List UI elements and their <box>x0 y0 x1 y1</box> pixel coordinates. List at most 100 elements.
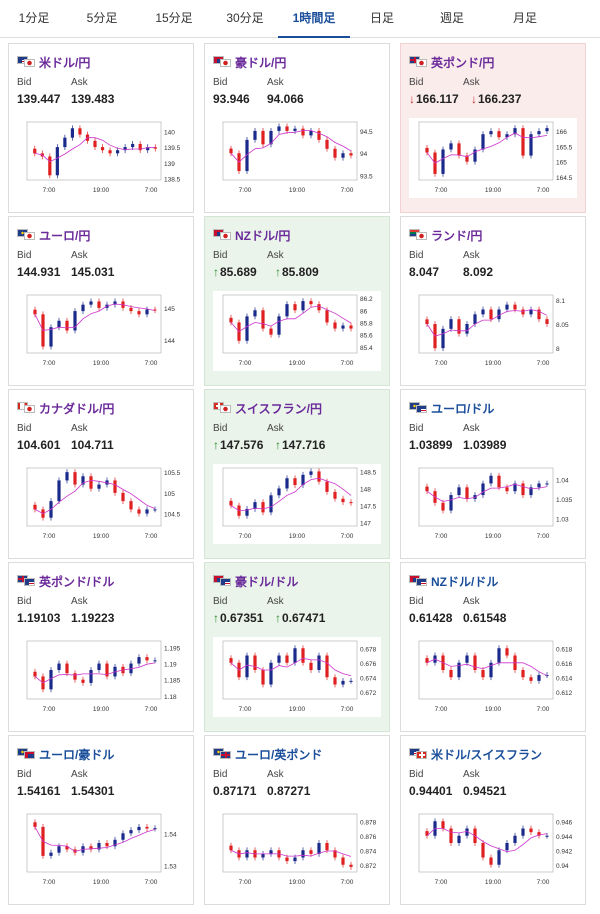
pair-name[interactable]: 豪ドル/ドル <box>235 575 299 589</box>
candle-body <box>73 311 77 331</box>
y-tick-label: 147 <box>360 521 371 528</box>
ask-label: Ask <box>71 250 88 261</box>
plot-frame <box>418 121 554 181</box>
y-tick-label: 86 <box>360 308 368 315</box>
tab-3[interactable]: 30分足 <box>226 11 264 25</box>
tab-6[interactable]: 週足 <box>439 11 464 25</box>
rate-card[interactable]: ランド/円 Bid Ask 8.047 8.092 8.1 8.05 8 7:00 19… <box>400 216 586 386</box>
pair-name[interactable]: ランド/円 <box>431 229 483 243</box>
bid-value: ↑85.689 <box>213 265 257 279</box>
pair-name[interactable]: ユーロ/英ポンド <box>235 748 323 762</box>
pair-name[interactable]: スイスフラン/円 <box>235 402 322 416</box>
up-arrow-icon: ↑ <box>213 265 219 279</box>
rate-card[interactable]: 米ドル/スイスフラン Bid Ask 0.94401 0.94521 0.946… <box>400 735 586 905</box>
moving-average-line <box>230 305 352 333</box>
pair-name[interactable]: 米ドル/スイスフラン <box>431 748 542 762</box>
candle-body <box>473 149 477 162</box>
pair-name[interactable]: カナダドル/円 <box>39 402 115 416</box>
x-tick-label: 7:00 <box>239 879 252 886</box>
rate-card[interactable]: NZドル/ドル Bid Ask 0.61428 0.61548 0.618 0.6… <box>400 562 586 732</box>
pair-name[interactable]: ユーロ/円 <box>39 229 91 243</box>
tab-2[interactable]: 15分足 <box>155 11 193 25</box>
tab-4[interactable]: 1時間足 <box>278 0 350 38</box>
tab-1[interactable]: 5分足 <box>86 11 118 25</box>
rate-card[interactable]: ユーロ/ドル Bid Ask 1.03899 1.03989 1.04 1.035… <box>400 389 586 559</box>
tab-0[interactable]: 1分足 <box>18 11 50 25</box>
candle-body <box>513 483 517 492</box>
bid-label: Bid <box>17 596 32 607</box>
rate-card[interactable]: 英ポンド/円 Bid Ask ↓166.117 ↓166.237 166 165.… <box>400 43 586 213</box>
bid-value: 1.54161 <box>17 784 61 798</box>
candle-body <box>425 486 429 492</box>
candle-body <box>277 488 281 496</box>
x-tick-label: 7:00 <box>145 187 158 194</box>
ask-value: 1.54301 <box>71 784 115 798</box>
candle-body <box>33 822 37 827</box>
y-tick-label: 138.5 <box>164 176 181 183</box>
candle-body <box>73 673 77 680</box>
x-tick-label: 7:00 <box>435 360 448 367</box>
plot-frame <box>26 294 162 354</box>
candle-body <box>33 504 37 510</box>
rate-card[interactable]: 英ポンド/ドル Bid Ask 1.19103 1.19223 1.195 1.1… <box>8 562 194 732</box>
flag-us-icon <box>416 578 427 586</box>
mini-chart: 0.678 0.676 0.674 0.672 7:00 19:00 7:00 <box>213 637 381 717</box>
candle-body <box>269 130 273 145</box>
x-tick-label: 7:00 <box>537 706 550 713</box>
pair-name[interactable]: 豪ドル/円 <box>235 56 287 70</box>
rate-card[interactable]: 豪ドル/ドル Bid Ask ↑0.67351 ↑0.67471 0.678 0.… <box>204 562 390 732</box>
rate-card[interactable]: カナダドル/円 Bid Ask 104.601 104.711 105.5 105… <box>8 389 194 559</box>
candle-body <box>325 310 329 323</box>
candle-body <box>465 324 469 334</box>
candle-body <box>349 153 353 156</box>
plot-frame <box>26 813 162 873</box>
plot-frame <box>222 294 358 354</box>
rate-card[interactable]: 豪ドル/円 Bid Ask 93.946 94.066 94.5 94 93.5 7:… <box>204 43 390 213</box>
candle-body <box>521 483 525 496</box>
candle-body <box>317 655 321 670</box>
rate-card[interactable]: NZドル/円 Bid Ask ↑85.689 ↑85.809 86.2 86 85.… <box>204 216 390 386</box>
ask-label: Ask <box>267 423 284 434</box>
mini-chart: 140 139.5 139 138.5 7:00 19:00 7:00 <box>17 118 185 198</box>
bid-label: Bid <box>409 423 424 434</box>
pair-name[interactable]: NZドル/ドル <box>431 575 499 589</box>
bid-value: 104.601 <box>17 438 61 452</box>
mini-chart: 0.618 0.616 0.614 0.612 7:00 19:00 7:00 <box>409 637 577 717</box>
bid-value: 8.047 <box>409 265 440 279</box>
pair-name[interactable]: 英ポンド/ドル <box>39 575 115 589</box>
x-tick-label: 7:00 <box>239 187 252 194</box>
bid-label: Bid <box>409 250 424 261</box>
candle-body <box>449 319 453 329</box>
bid-value: 1.03899 <box>409 438 453 452</box>
candle-body <box>100 147 105 151</box>
candle-body <box>48 156 52 176</box>
pair-name[interactable]: ユーロ/豪ドル <box>39 748 115 762</box>
candle-body <box>97 301 101 308</box>
pair-name[interactable]: 米ドル/円 <box>39 56 91 70</box>
rate-card[interactable]: 米ドル/円 Bid Ask 139.447 139.483 140 139.5 13… <box>8 43 194 213</box>
candle-body <box>521 309 525 315</box>
candle-body <box>145 826 149 829</box>
candle-body <box>449 495 453 511</box>
candle-body <box>505 487 509 492</box>
tab-7[interactable]: 月足 <box>512 11 537 25</box>
y-tick-label: 0.618 <box>556 646 573 653</box>
tab-5[interactable]: 日足 <box>369 11 394 25</box>
flag-jp-icon <box>24 59 35 67</box>
candle-body <box>89 670 93 683</box>
candle-body <box>425 319 429 324</box>
y-tick-label: 0.616 <box>556 661 573 668</box>
pair-name[interactable]: NZドル/円 <box>235 229 291 243</box>
candle-body <box>457 319 461 334</box>
bid-label: Bid <box>17 250 32 261</box>
rate-card[interactable]: ユーロ/英ポンド Bid Ask 0.87171 0.87271 0.878 0.… <box>204 735 390 905</box>
rate-card[interactable]: スイスフラン/円 Bid Ask ↑147.576 ↑147.716 148.5… <box>204 389 390 559</box>
y-tick-label: 139 <box>164 161 175 168</box>
rate-card[interactable]: ユーロ/豪ドル Bid Ask 1.54161 1.54301 1.54 1.53… <box>8 735 194 905</box>
x-tick-label: 19:00 <box>93 706 110 713</box>
y-tick-label: 0.94 <box>556 863 569 870</box>
rate-card[interactable]: ユーロ/円 Bid Ask 144.931 145.031 145 144 7:00… <box>8 216 194 386</box>
y-tick-label: 164.5 <box>556 175 573 182</box>
pair-name[interactable]: 英ポンド/円 <box>431 56 495 70</box>
pair-name[interactable]: ユーロ/ドル <box>431 402 495 416</box>
